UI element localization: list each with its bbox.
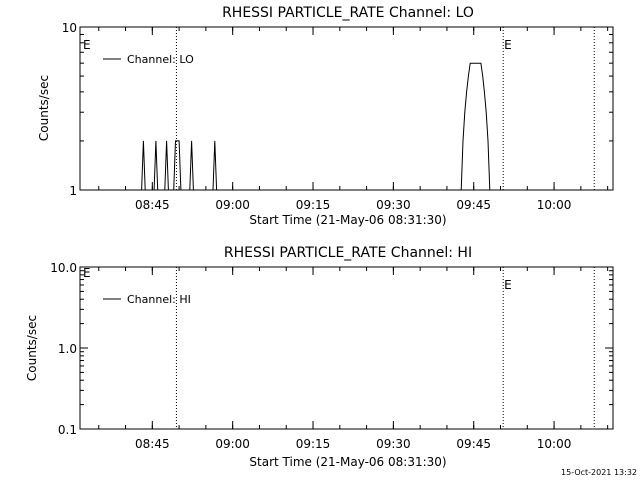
event-markers-lo: E [175, 27, 595, 190]
legend-hi: Channel: HI [103, 293, 191, 306]
plot-frame-hi [79, 266, 614, 430]
footer-timestamp: 15-Oct-2021 13:32 [561, 468, 637, 477]
x-axis-label-lo: Start Time (21-May-06 08:31:30) [249, 213, 446, 227]
x-ticks-lo: 08:45 09:00 09:15 09:30 09:45 10:00 [98, 27, 609, 212]
x-tick-label: 08:45 [135, 437, 170, 451]
chart-title-hi: RHESSI PARTICLE_RATE Channel: HI [224, 245, 472, 261]
event-marker-label: E [504, 278, 512, 292]
chart-title-lo: RHESSI PARTICLE_RATE Channel: LO [222, 5, 474, 21]
x-tick-label: 09:30 [376, 437, 411, 451]
y-tick-label: 0.1 [58, 423, 77, 437]
y-axis-label-lo: Counts/sec [37, 75, 51, 141]
x-tick-label: 09:00 [215, 198, 250, 212]
y-tick-label: 10.0 [50, 261, 77, 275]
x-axis-label-hi: Start Time (21-May-06 08:31:30) [249, 455, 446, 469]
x-tick-label: 09:15 [296, 437, 331, 451]
y-tick-label: 1 [69, 184, 77, 198]
x-tick-label: 10:00 [537, 437, 572, 451]
series-line-lo [80, 62, 613, 191]
y-ticks-hi: 0.1 1.0 10.0 [50, 261, 613, 437]
y-tick-label: 1.0 [58, 342, 77, 356]
corner-e-label-lo: E [83, 38, 91, 52]
corner-e-label-hi: E [83, 266, 91, 280]
x-tick-label: 09:45 [456, 437, 491, 451]
x-tick-label: 09:30 [376, 198, 411, 212]
x-tick-label: 09:45 [456, 198, 491, 212]
event-markers-hi: E [175, 267, 595, 429]
series-group-lo [80, 62, 613, 191]
plot-frame-lo [79, 26, 614, 191]
x-tick-label: 10:00 [537, 198, 572, 212]
chart-panel-lo: RHESSI PARTICLE_RATE Channel: LO Counts/… [37, 5, 614, 227]
x-tick-label: 09:00 [215, 437, 250, 451]
legend-label-lo: Channel: LO [127, 53, 194, 66]
x-tick-label: 08:45 [135, 198, 170, 212]
legend-label-hi: Channel: HI [127, 293, 191, 306]
chart-panel-hi: RHESSI PARTICLE_RATE Channel: HI Counts/… [25, 245, 614, 469]
legend-lo: Channel: LO [103, 53, 194, 66]
x-ticks-hi: 08:45 09:00 09:15 09:30 09:45 10:00 [98, 267, 609, 451]
event-marker-label: E [504, 38, 512, 52]
y-axis-label-hi: Counts/sec [25, 315, 39, 381]
y-ticks-lo: 1 10 [62, 21, 613, 198]
x-tick-label: 09:15 [296, 198, 331, 212]
y-tick-label: 10 [62, 21, 77, 35]
